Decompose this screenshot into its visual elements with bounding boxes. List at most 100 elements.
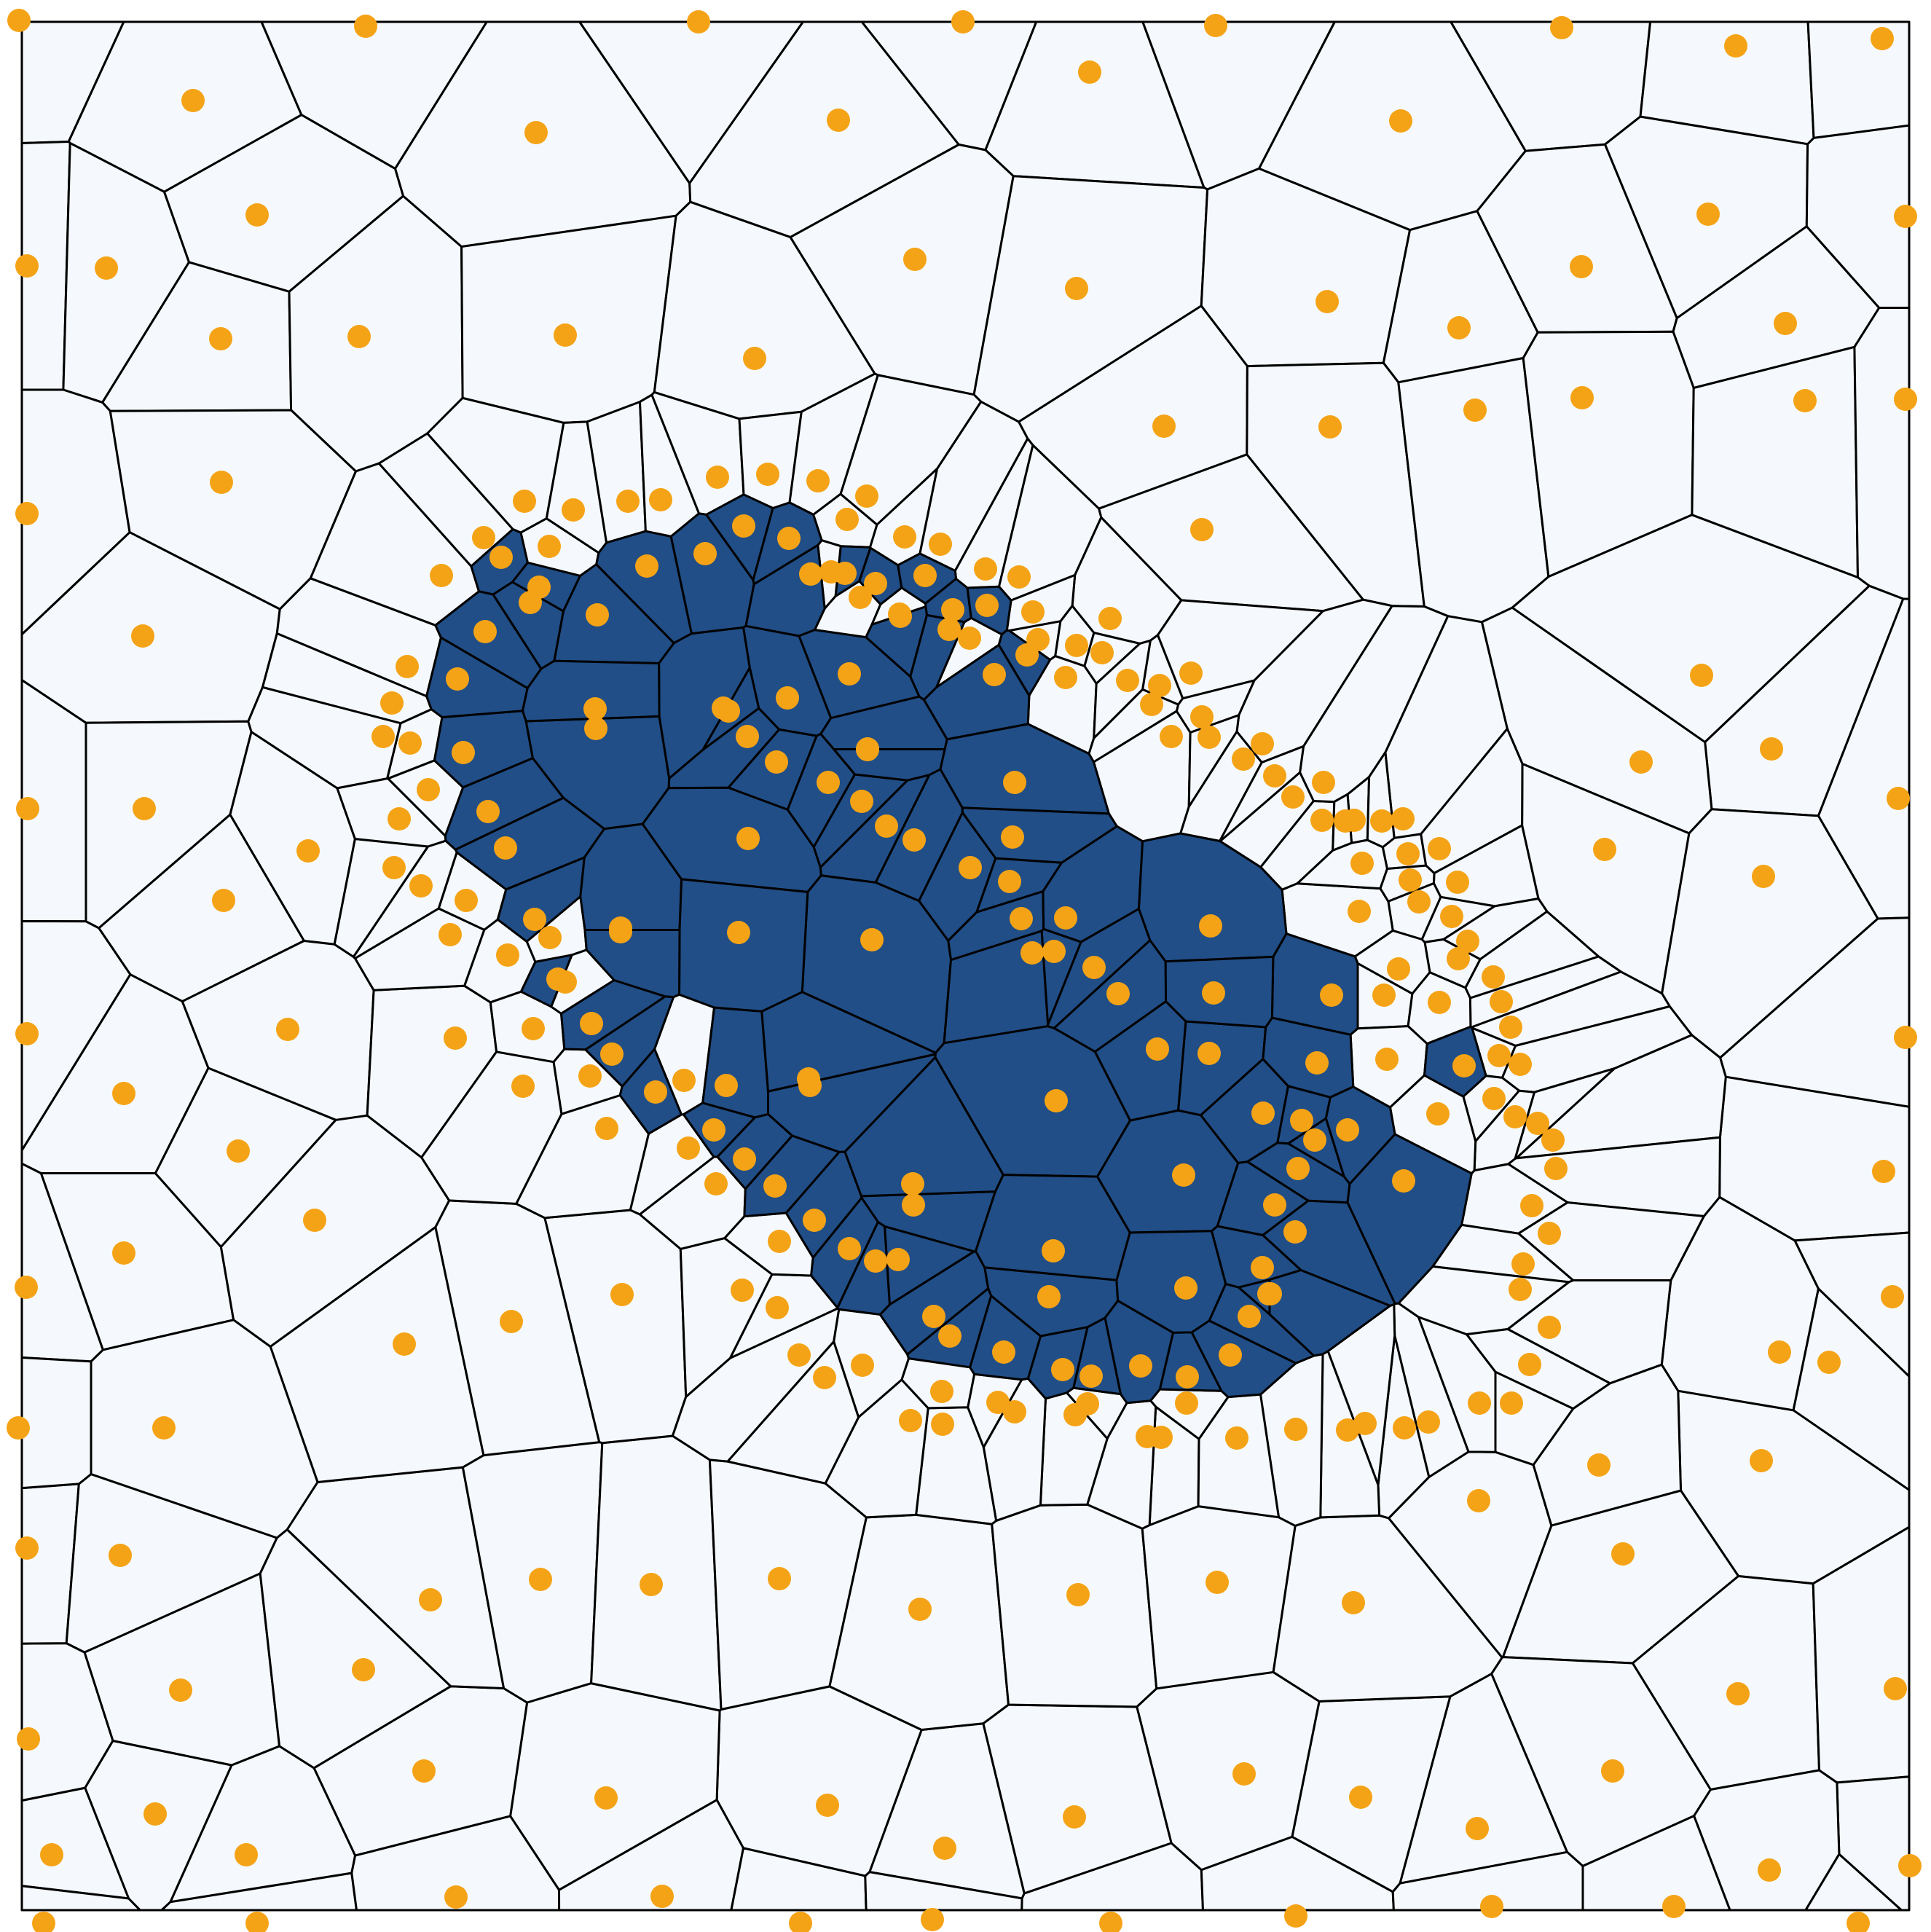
seed-point — [799, 562, 822, 586]
voronoi-cell — [1299, 605, 1450, 804]
seed-point — [1417, 1410, 1440, 1434]
seed-point — [1690, 664, 1713, 687]
seed-point — [937, 618, 961, 641]
seed-point — [1466, 1817, 1489, 1840]
seed-point — [380, 691, 404, 715]
seed-points — [7, 9, 1922, 1932]
seed-point — [893, 525, 916, 549]
seed-point — [562, 498, 585, 522]
seed-point — [452, 741, 475, 764]
seed-point — [1752, 865, 1775, 888]
seed-point — [803, 1209, 826, 1232]
seed-point — [489, 546, 513, 569]
voronoi-cells — [20, 20, 1911, 1912]
seed-point — [1426, 1102, 1450, 1126]
voronoi-cell — [590, 1434, 723, 1712]
seed-point — [396, 655, 419, 678]
seed-point — [511, 1075, 535, 1098]
seed-point — [382, 856, 406, 879]
seed-point — [864, 572, 887, 595]
seed-point — [1894, 388, 1917, 411]
voronoi-cell — [991, 1503, 1158, 1708]
seed-point — [409, 874, 433, 898]
seed-point — [1894, 205, 1917, 228]
seed-point — [523, 908, 546, 931]
seed-point — [1290, 1109, 1313, 1132]
seed-point — [687, 10, 710, 34]
seed-point — [938, 1324, 961, 1348]
seed-point — [393, 1332, 416, 1356]
seed-point — [1768, 1340, 1791, 1364]
seed-point — [855, 484, 878, 508]
seed-point — [1148, 674, 1171, 697]
seed-point — [1116, 669, 1139, 692]
seed-point — [856, 738, 879, 761]
seed-point — [763, 1174, 787, 1198]
seed-point — [1263, 1193, 1286, 1217]
seed-point — [931, 1413, 954, 1436]
seed-point — [1375, 1048, 1399, 1071]
seed-point — [1392, 1169, 1415, 1193]
seed-point — [500, 1310, 523, 1333]
seed-point — [1349, 1786, 1372, 1809]
seed-point — [672, 1069, 696, 1092]
seed-point — [1482, 1087, 1506, 1110]
seed-point — [1232, 1762, 1256, 1786]
seed-point — [1456, 930, 1479, 953]
seed-point — [580, 1012, 603, 1035]
seed-point — [7, 9, 31, 32]
seed-point — [1281, 785, 1305, 809]
seed-point — [472, 526, 495, 549]
seed-point — [715, 1074, 738, 1097]
seed-point — [903, 248, 927, 271]
voronoi-cell-selected — [701, 1006, 769, 1119]
seed-point — [704, 1172, 728, 1195]
seed-point — [768, 1230, 791, 1253]
seed-point — [1336, 1418, 1359, 1442]
seed-point — [1353, 1412, 1377, 1435]
seed-point — [1140, 693, 1163, 716]
seed-point — [875, 814, 898, 838]
seed-point — [1065, 277, 1088, 300]
seed-point — [644, 1080, 667, 1104]
seed-point — [1176, 1365, 1199, 1389]
seed-point — [412, 1759, 436, 1783]
seed-point — [212, 889, 235, 912]
seed-point — [40, 1843, 63, 1866]
seed-point — [1090, 641, 1114, 664]
seed-point — [1160, 725, 1183, 748]
seed-point — [1544, 1157, 1568, 1180]
seed-point — [610, 1283, 634, 1306]
seed-point — [736, 725, 759, 748]
seed-point — [817, 771, 840, 794]
seed-point — [975, 594, 999, 617]
seed-point — [922, 1305, 945, 1328]
seed-point — [1010, 907, 1033, 930]
seed-point — [1286, 1157, 1310, 1180]
seed-point — [1206, 1571, 1229, 1594]
seed-point — [813, 1366, 836, 1389]
seed-point — [519, 591, 542, 614]
seed-point — [1190, 518, 1214, 541]
seed-point — [1204, 14, 1227, 37]
seed-point — [1106, 982, 1130, 1005]
seed-point — [1303, 1128, 1326, 1152]
voronoi-cell-selected — [678, 878, 809, 1013]
seed-point — [1232, 747, 1255, 771]
seed-point — [693, 542, 717, 565]
seed-point — [538, 535, 561, 558]
seed-point — [992, 1340, 1015, 1364]
seed-point — [1348, 900, 1371, 923]
seed-point — [1284, 1418, 1307, 1441]
seed-point — [1251, 1256, 1274, 1279]
seed-point — [347, 325, 371, 348]
seed-point — [1500, 1391, 1523, 1415]
seed-point — [1847, 1912, 1870, 1932]
seed-point — [1389, 109, 1412, 133]
seed-point — [16, 797, 39, 820]
seed-point — [930, 1380, 953, 1403]
seed-point — [677, 1136, 700, 1160]
seed-point — [1129, 1354, 1152, 1378]
seed-point — [1601, 1759, 1624, 1783]
seed-point — [455, 889, 478, 912]
